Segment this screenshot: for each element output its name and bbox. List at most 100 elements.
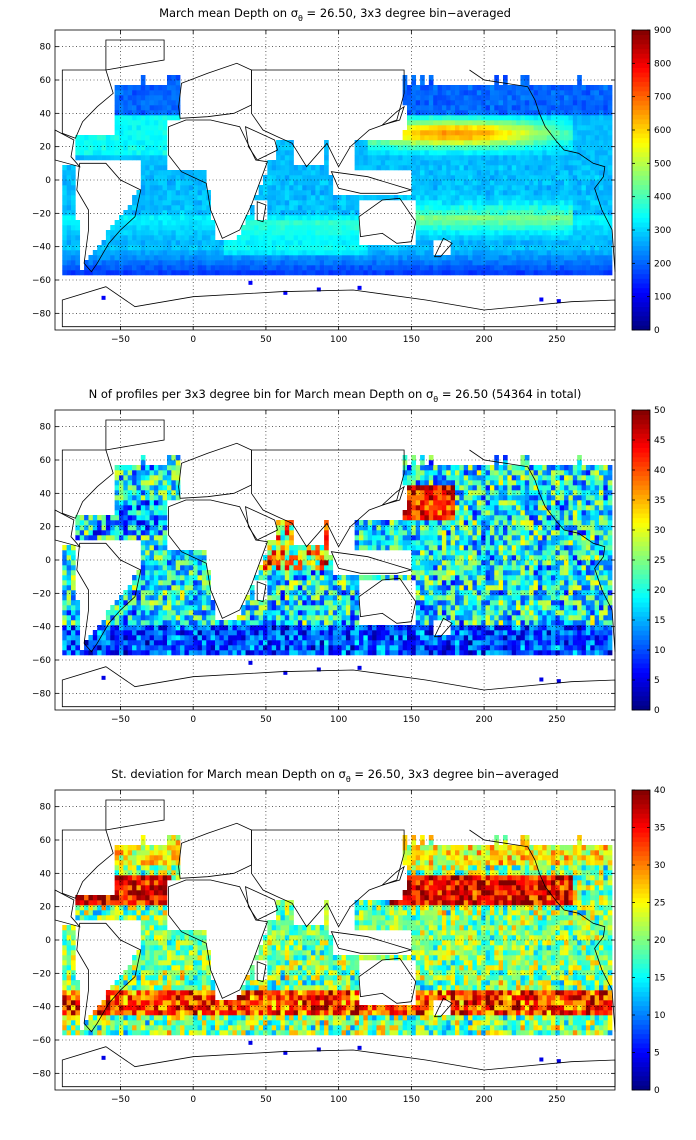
data-cell [489,200,495,206]
data-cell [153,105,159,111]
data-cell [472,220,478,226]
data-cell [206,210,211,216]
data-cell [415,135,421,141]
data-cell [376,165,382,171]
data-cell [572,250,578,256]
data-cell [158,600,163,606]
data-cell [520,90,526,96]
data-cell [184,250,190,256]
data-cell [297,225,303,231]
data-cell [241,240,246,246]
data-cell [537,205,543,211]
data-cell [219,265,225,271]
data-cell [402,100,408,106]
data-cell [188,245,194,251]
data-cell [585,185,591,191]
data-cell [267,225,273,231]
data-cell [520,225,526,231]
chart-title-main: N of profiles per 3x3 degree bin for Mar… [89,387,434,401]
data-cell [441,235,447,241]
data-cell [603,195,609,201]
data-cell [66,630,72,636]
data-cell [280,180,286,186]
data-cell [551,645,556,651]
data-cell [236,240,242,246]
data-cell [123,110,129,116]
data-cell [293,635,299,641]
data-cell [114,110,120,116]
data-cell [162,150,168,156]
data-cell [433,160,438,166]
data-cell [507,205,513,211]
data-cell [385,245,390,251]
data-cell [463,150,469,156]
data-cell [450,630,456,636]
data-cell [516,110,521,116]
data-cell [529,150,534,156]
data-cell [297,220,303,226]
data-cell [555,620,561,626]
data-cell [145,175,150,181]
data-cell [463,600,469,606]
data-cell [599,620,604,626]
data-cell [481,590,486,596]
data-cell [297,200,303,206]
data-cell [171,605,177,611]
data-cell [153,610,159,616]
data-cell [306,595,312,601]
data-cell [319,200,325,206]
data-cell [476,160,482,166]
data-cell [132,120,137,126]
data-cell [132,625,137,631]
data-cell [555,635,561,641]
data-cell [485,155,491,161]
data-cell [249,645,255,651]
data-cell [424,250,430,256]
data-cell [254,235,259,241]
data-cell [411,650,417,656]
data-cell [559,650,565,656]
colorbar-tick-label: 0 [654,326,660,336]
data-cell [293,205,299,211]
data-cell [437,650,443,656]
data-cell [468,165,473,171]
data-cell [485,260,491,266]
data-cell [123,150,129,156]
data-cell [354,155,360,161]
data-cell [446,195,451,201]
data-cell [337,205,342,211]
data-cell [411,265,417,271]
data-cell [577,80,582,86]
coastline [433,237,453,258]
data-cell [284,595,290,601]
data-cell [485,170,491,176]
data-cell [393,145,399,151]
data-cell [153,590,159,596]
data-cell [494,105,499,111]
data-cell [206,620,211,626]
data-cell [153,650,159,656]
data-cell [511,245,517,251]
data-cell [315,255,321,261]
data-cell [162,205,168,211]
data-cell [564,610,569,616]
data-cell [175,195,181,201]
data-cell [407,105,412,111]
data-cell [446,110,451,116]
data-cell [485,165,491,171]
data-cell [489,120,495,126]
data-cell [516,260,521,266]
y-tick-label: 60 [40,76,52,86]
data-cell [119,255,124,261]
data-cell [62,605,67,611]
data-cell [481,620,486,626]
data-cell [503,155,508,161]
data-cell [280,210,286,216]
colorbar-segment [632,269,650,275]
data-cell [132,205,137,211]
data-cell [489,250,495,256]
data-cell [71,600,76,606]
data-cell [498,225,504,231]
data-cell [585,130,591,136]
data-cell [315,630,321,636]
